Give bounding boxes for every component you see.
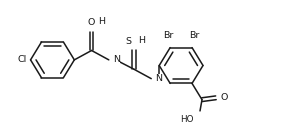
Text: HO: HO bbox=[181, 115, 194, 124]
Text: S: S bbox=[125, 37, 131, 46]
Text: N: N bbox=[113, 55, 120, 64]
Text: O: O bbox=[88, 18, 95, 27]
Text: H: H bbox=[138, 36, 145, 45]
Text: Br: Br bbox=[163, 31, 173, 40]
Text: Br: Br bbox=[189, 31, 199, 40]
Text: H: H bbox=[98, 17, 105, 26]
Text: O: O bbox=[221, 93, 228, 102]
Text: Cl: Cl bbox=[18, 55, 27, 64]
Text: N: N bbox=[155, 74, 162, 83]
